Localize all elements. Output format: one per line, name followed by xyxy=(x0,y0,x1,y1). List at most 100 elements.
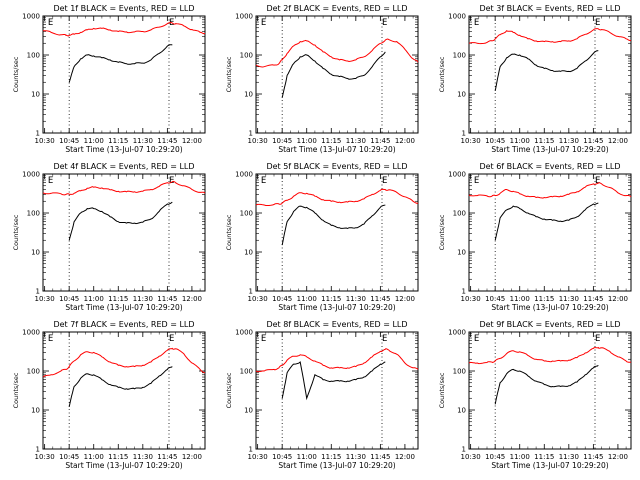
y-axis-label: Counts/sec xyxy=(438,214,446,250)
y-tick-label: 10 xyxy=(31,249,40,257)
lld-series-line xyxy=(468,346,632,365)
plot-frame xyxy=(42,331,206,450)
x-tick-label: 11:45 xyxy=(583,295,603,303)
y-tick-label: 100 xyxy=(27,210,40,218)
x-tick-label: 10:30 xyxy=(248,137,268,145)
y-tick-label: 100 xyxy=(240,368,253,376)
x-tick-label: 10:30 xyxy=(35,295,55,303)
y-tick-label: 10 xyxy=(31,91,40,99)
y-axis-label: Counts/sec xyxy=(438,56,446,92)
y-tick-label: 1000 xyxy=(235,329,253,337)
y-tick-label: 1000 xyxy=(448,171,466,179)
x-tick-label: 11:45 xyxy=(370,295,390,303)
x-tick-label: 11:15 xyxy=(321,453,341,461)
y-tick-label: 1 xyxy=(249,130,253,138)
y-tick-label: 100 xyxy=(453,52,466,60)
x-axis-label: Start Time (13-Jul-07 10:29:20) xyxy=(491,461,608,470)
x-tick-label: 10:45 xyxy=(272,137,292,145)
x-tick-label: 11:15 xyxy=(108,137,128,145)
y-tick-label: 1 xyxy=(462,130,466,138)
x-axis-label: Start Time (13-Jul-07 10:29:20) xyxy=(65,145,182,154)
x-tick-label: 11:30 xyxy=(133,453,153,461)
x-tick-label: 10:30 xyxy=(35,453,55,461)
panel-det-6: Det 6f BLACK = Events, RED = LLD 1 10 100 10… xyxy=(438,162,632,312)
events-series-line xyxy=(494,364,599,405)
y-axis-label: Counts/sec xyxy=(438,372,446,408)
x-tick-label: 10:30 xyxy=(461,453,481,461)
lld-series-line xyxy=(42,347,206,378)
x-tick-label: 11:15 xyxy=(108,453,128,461)
plot-frame xyxy=(255,15,419,134)
x-tick-label: 11:45 xyxy=(583,453,603,461)
x-axis-label: Start Time (13-Jul-07 10:29:20) xyxy=(278,461,395,470)
y-axis-label: Counts/sec xyxy=(12,56,20,92)
plot-frame xyxy=(42,173,206,292)
event-marker: E xyxy=(48,176,53,186)
lld-series-line xyxy=(255,38,419,68)
events-series-line xyxy=(68,44,173,83)
x-tick-label: 10:45 xyxy=(272,453,292,461)
x-tick-label: 10:45 xyxy=(59,295,79,303)
panel-det-3: Det 3f BLACK = Events, RED = LLD 1 10 100 10… xyxy=(438,4,632,154)
x-tick-label: 12:00 xyxy=(182,295,202,303)
x-tick-label: 12:00 xyxy=(182,453,202,461)
event-marker: E xyxy=(474,176,479,186)
x-tick-label: 11:30 xyxy=(346,295,366,303)
x-tick-label: 11:15 xyxy=(534,295,554,303)
y-tick-label: 1 xyxy=(249,446,253,454)
panel-title: Det 2f BLACK = Events, RED = LLD xyxy=(266,4,407,13)
event-marker: E xyxy=(382,18,387,28)
y-tick-label: 10 xyxy=(244,407,253,415)
y-tick-label: 1000 xyxy=(448,13,466,21)
x-axis-label: Start Time (13-Jul-07 10:29:20) xyxy=(278,303,395,312)
x-tick-label: 10:45 xyxy=(485,295,505,303)
x-tick-label: 10:30 xyxy=(248,295,268,303)
y-tick-label: 10 xyxy=(457,249,466,257)
y-tick-label: 1000 xyxy=(22,329,40,337)
x-tick-label: 11:30 xyxy=(133,137,153,145)
plot-frame xyxy=(255,173,419,292)
plot-frame xyxy=(468,15,632,134)
x-tick-label: 11:15 xyxy=(108,295,128,303)
x-tick-label: 10:30 xyxy=(461,137,481,145)
x-tick-label: 11:00 xyxy=(84,453,104,461)
x-tick-label: 11:00 xyxy=(84,137,104,145)
panel-det-1: Det 1f BLACK = Events, RED = LLD 1 10 100 10… xyxy=(12,4,206,154)
event-marker: E xyxy=(261,18,266,28)
panel-title: Det 3f BLACK = Events, RED = LLD xyxy=(479,4,620,13)
event-marker: E xyxy=(48,334,53,344)
x-tick-label: 11:45 xyxy=(157,453,177,461)
panel-title: Det 8f BLACK = Events, RED = LLD xyxy=(266,320,407,329)
x-tick-label: 12:00 xyxy=(395,453,415,461)
x-tick-label: 12:00 xyxy=(395,137,415,145)
x-tick-label: 11:15 xyxy=(534,453,554,461)
event-marker: E xyxy=(382,176,387,186)
event-marker: E xyxy=(48,18,53,28)
panel-det-5: Det 5f BLACK = Events, RED = LLD 1 10 100 10… xyxy=(225,162,419,312)
plot-frame xyxy=(42,15,206,134)
panel-det-4: Det 4f BLACK = Events, RED = LLD 1 10 100 10… xyxy=(12,162,206,312)
x-tick-label: 12:00 xyxy=(608,295,628,303)
plot-frame xyxy=(255,331,419,450)
y-axis-label: Counts/sec xyxy=(12,214,20,250)
x-tick-label: 11:15 xyxy=(321,295,341,303)
y-tick-label: 10 xyxy=(457,91,466,99)
panel-title: Det 7f BLACK = Events, RED = LLD xyxy=(53,320,194,329)
panel-title: Det 6f BLACK = Events, RED = LLD xyxy=(479,162,620,171)
x-tick-label: 11:45 xyxy=(583,137,603,145)
y-tick-label: 100 xyxy=(453,210,466,218)
event-marker: E xyxy=(595,176,600,186)
lld-series-line xyxy=(43,21,206,37)
panel-title: Det 1f BLACK = Events, RED = LLD xyxy=(53,4,194,13)
x-tick-label: 12:00 xyxy=(395,295,415,303)
x-tick-label: 10:45 xyxy=(485,137,505,145)
lld-series-line xyxy=(42,180,206,196)
x-tick-label: 11:30 xyxy=(559,295,579,303)
events-series-line xyxy=(494,50,599,91)
x-tick-label: 11:30 xyxy=(133,295,153,303)
x-tick-label: 11:00 xyxy=(297,453,317,461)
x-tick-label: 11:45 xyxy=(157,295,177,303)
x-tick-label: 12:00 xyxy=(608,453,628,461)
y-axis-label: Counts/sec xyxy=(225,214,233,250)
